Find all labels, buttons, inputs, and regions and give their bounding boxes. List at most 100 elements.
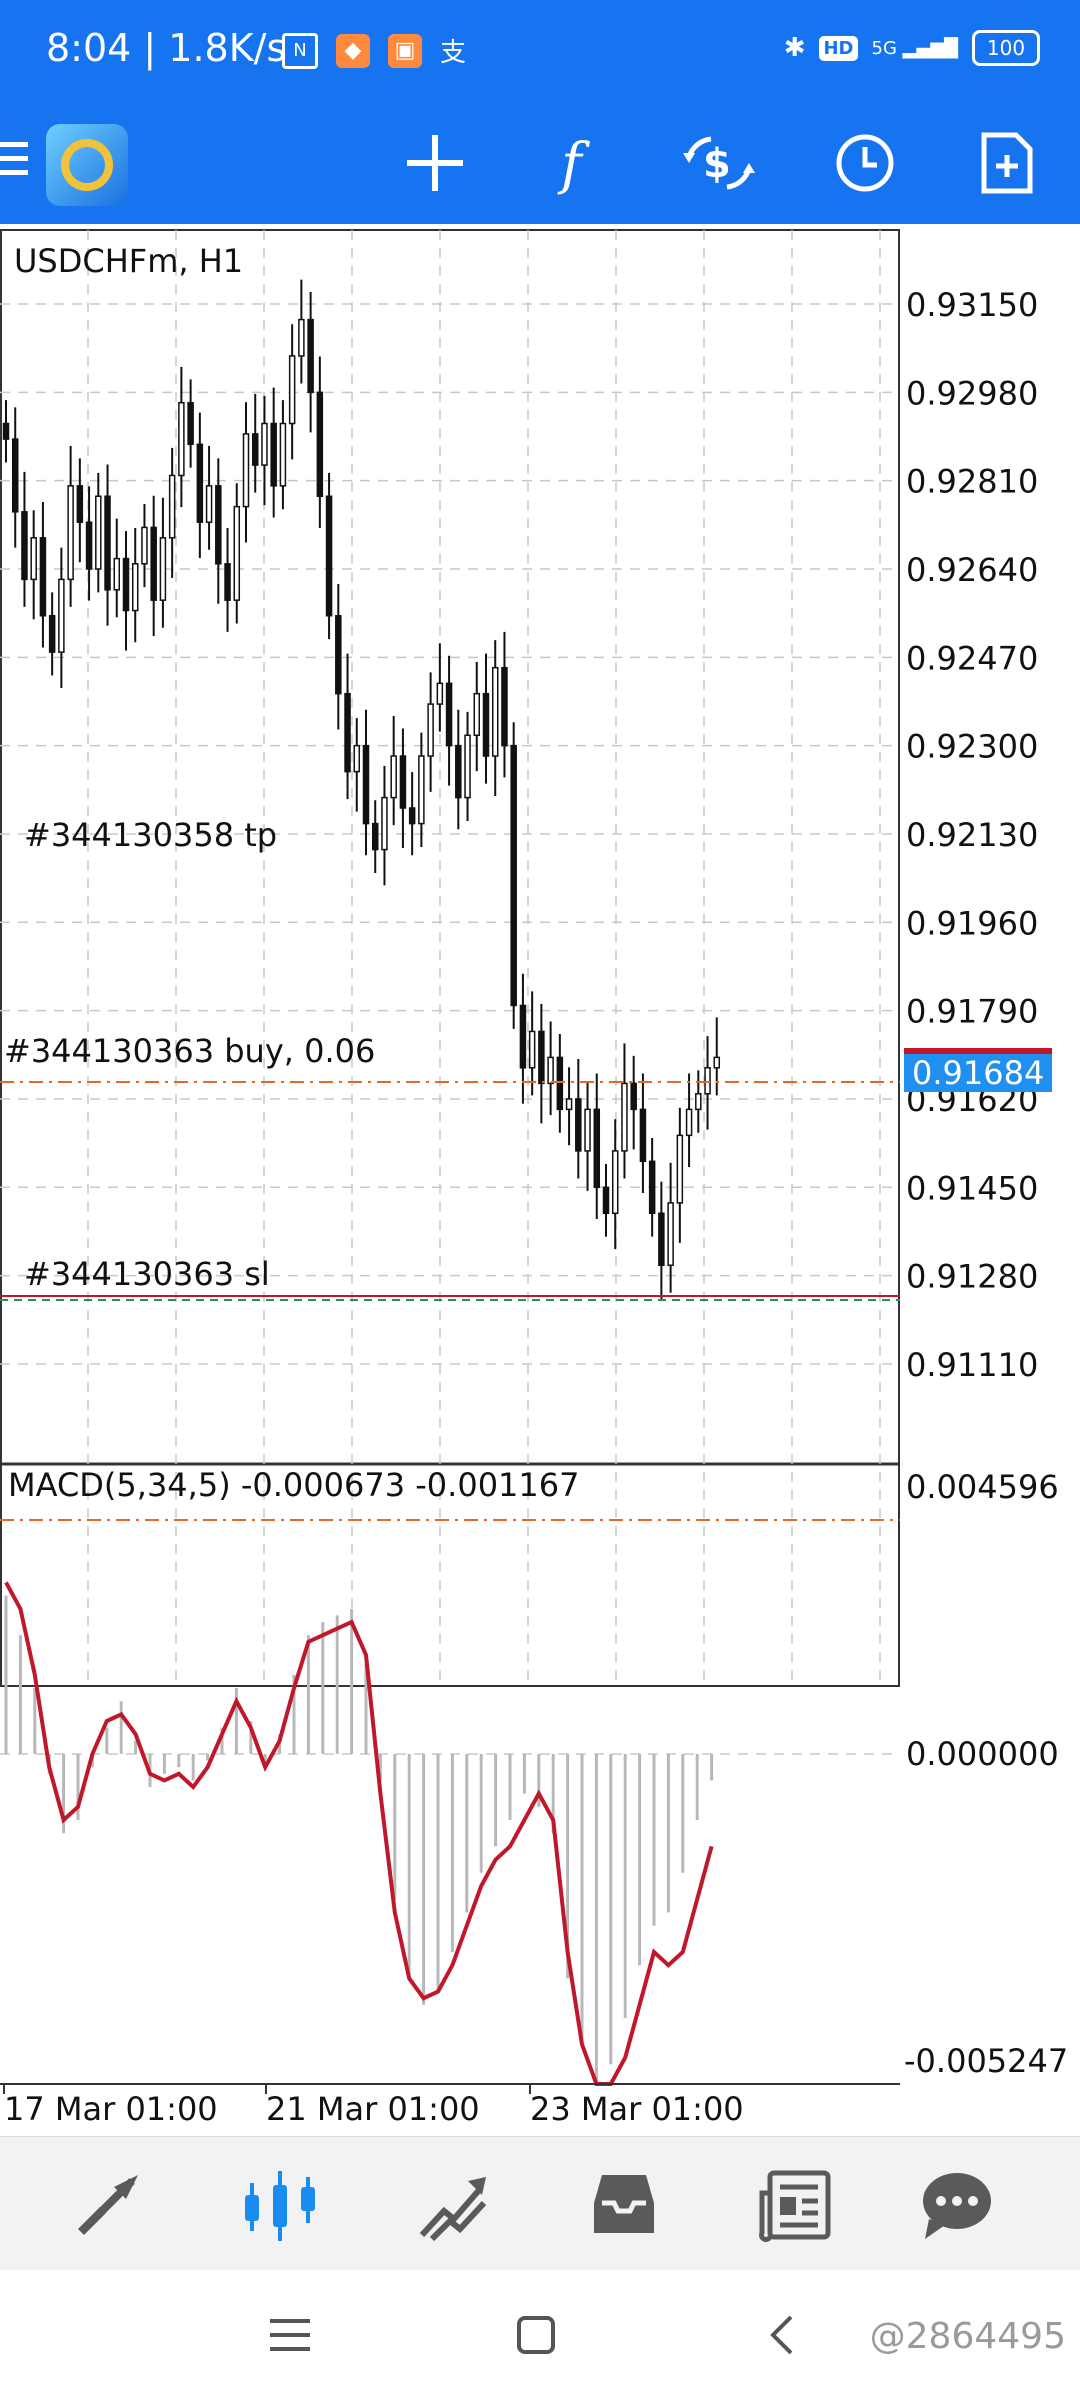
candle-body (48, 615, 56, 653)
symbol-title: USDCHFm, H1 (14, 242, 243, 280)
candle-body (307, 318, 314, 394)
home-button[interactable] (506, 2310, 566, 2360)
price-tick-label: 0.91280 (906, 1258, 1038, 1296)
price-tick-label: 0.92640 (906, 551, 1038, 589)
nav-history[interactable] (574, 2157, 674, 2253)
network-type-label: 5G (871, 37, 897, 59)
symbol-change-button[interactable]: $ (676, 120, 762, 206)
candle-body (85, 521, 93, 570)
price-chart[interactable]: 0.93150 0.92980 0.92810 0.92640 0.92470 0.923… (0, 224, 1080, 2136)
candle-body (565, 1098, 573, 1111)
indicators-icon: f (557, 132, 591, 195)
recent-apps-button[interactable] (260, 2310, 320, 2360)
hd-icon: HD (819, 35, 858, 61)
nav-chart[interactable] (230, 2157, 330, 2253)
candle-body (602, 1186, 610, 1215)
candle-body (528, 1030, 536, 1069)
candle-body (639, 1108, 647, 1163)
candle-body (418, 755, 425, 825)
candle-body (288, 355, 296, 425)
price-tick-label: 0.92470 (906, 639, 1038, 677)
status-time: 8:04 | 1.8K/s (46, 26, 287, 70)
current-price-value: 0.91684 (912, 1054, 1044, 1092)
price-tick-label: 0.91960 (906, 904, 1038, 942)
time-tick-label: 23 Mar 01:00 (530, 2090, 744, 2128)
candle-body (76, 485, 84, 523)
watermark-text: @2864495 (869, 2316, 1066, 2357)
candle-body (667, 1202, 674, 1266)
candle-body (104, 495, 111, 591)
candle-body (150, 526, 157, 601)
macd-axis-bottom: -0.005247 (904, 2042, 1068, 2080)
crosshair-icon (407, 135, 463, 191)
candle-body (141, 526, 148, 565)
candle-body (205, 485, 213, 523)
history-icon (594, 2175, 654, 2233)
current-price-tag (904, 1052, 1052, 1092)
candle-series (2, 279, 721, 1302)
candle-body (39, 537, 47, 617)
candle-body (233, 505, 241, 601)
candle-body (436, 682, 444, 705)
symbol-change-icon: $ (683, 136, 755, 190)
candle-body (353, 744, 361, 773)
candle-body (242, 433, 250, 508)
signal-icon: 5G ▂▄▆█ (871, 37, 959, 59)
chart-frame (0, 229, 900, 1687)
candle-body (464, 734, 471, 799)
time-tick-label: 21 Mar 01:00 (266, 2090, 480, 2128)
candle-body (159, 537, 167, 601)
candle-body (556, 1056, 564, 1111)
home-icon (517, 2316, 555, 2354)
shopping-notification-icon: ▣ (388, 33, 422, 68)
back-button[interactable] (752, 2310, 812, 2360)
nav-chat[interactable] (906, 2157, 1006, 2253)
candle-body (2, 422, 10, 440)
candle-body (685, 1108, 693, 1137)
candle-body (335, 615, 342, 695)
candle-body (473, 692, 481, 737)
chart-toolbar: f $ (0, 102, 1080, 224)
crosshair-button[interactable] (392, 120, 478, 206)
price-tick-label: 0.92130 (906, 816, 1038, 854)
sl-label: #344130363 sl (24, 1255, 270, 1293)
nav-quotes[interactable] (58, 2157, 158, 2253)
candle-body (122, 557, 130, 612)
price-tick-label: 0.93150 (906, 286, 1038, 324)
candle-body (270, 422, 277, 487)
candle-body (695, 1093, 702, 1111)
buy-position-label: #344130363 buy, 0.06 (4, 1032, 375, 1070)
nav-trade[interactable] (402, 2157, 502, 2253)
candle-body (611, 1150, 619, 1215)
menu-icon[interactable] (0, 142, 28, 182)
candle-body (621, 1082, 628, 1152)
tp-label: #344130358 tp (24, 816, 277, 854)
macd-axis-top: 0.004596 (906, 1468, 1059, 1506)
recent-apps-icon (270, 2319, 310, 2351)
candle-body (344, 692, 351, 773)
candle-body (399, 755, 407, 809)
candle-body (131, 563, 139, 612)
app-logo (46, 124, 128, 206)
macd-label: MACD(5,34,5) -0.000673 -0.001167 (8, 1466, 579, 1504)
nav-news[interactable] (746, 2157, 846, 2253)
chart-area[interactable]: 0.93150 0.92980 0.92810 0.92640 0.92470 0.923… (0, 224, 1080, 2136)
candle-body (11, 438, 19, 513)
alipay-icon: 支 (440, 38, 467, 68)
candle-body (30, 537, 37, 581)
candle-body (658, 1212, 665, 1266)
price-tick-label: 0.91790 (906, 993, 1038, 1031)
indicators-button[interactable]: f (534, 120, 620, 206)
candle-body (362, 744, 370, 825)
quotes-icon (78, 2175, 138, 2235)
candle-body (390, 755, 397, 799)
new-order-button[interactable] (964, 120, 1050, 206)
candle-body (519, 1004, 527, 1069)
candle-body (482, 692, 490, 757)
candle-body (95, 495, 102, 570)
candle-body (501, 666, 508, 747)
candle-body (261, 422, 268, 466)
price-tick-label: 0.92300 (906, 728, 1038, 766)
candle-body (455, 744, 462, 799)
timeframe-button[interactable] (822, 120, 908, 206)
